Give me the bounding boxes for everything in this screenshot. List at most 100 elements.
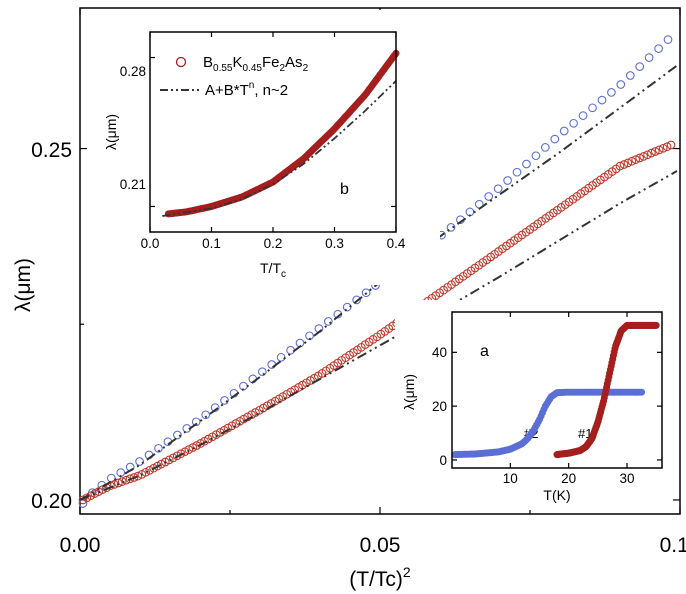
inset-a-y-axis-label: λ(μm) xyxy=(401,374,417,410)
main-y-axis-label: λ(μm) xyxy=(12,258,35,312)
inset-a-annotation: a xyxy=(480,343,489,360)
inset-a-y-tick-2: 40 xyxy=(432,345,447,360)
main-series-1-point-146 xyxy=(650,147,660,156)
inset-b-plot: 0.0 0.1 0.2 0.3 0.4 0.21 0.28 T/Tc λ(μm)… xyxy=(100,10,440,285)
inset-b-x-tick-0: 0.0 xyxy=(141,236,160,251)
inset-a-x-tick-1: 20 xyxy=(561,471,576,486)
main-series-1-point-10 xyxy=(117,477,127,486)
main-series-0-point-49 xyxy=(540,143,550,152)
main-series-0-point-47 xyxy=(522,159,531,169)
main-series-1-point-138 xyxy=(619,160,629,169)
main-series-0-point-48 xyxy=(531,151,541,161)
main-x-tick-2: 0.10 xyxy=(660,534,686,557)
inset-b-x-axis-label-sub: c xyxy=(281,269,286,280)
legend-label-sample-sub-4: 2 xyxy=(303,63,309,74)
main-series-0-point-52 xyxy=(569,118,578,128)
main-series-0-point-58 xyxy=(625,71,635,80)
inset-a-y-tick-1: 20 xyxy=(432,399,447,414)
main-series-0-point-14 xyxy=(210,403,220,412)
main-series-0-point-57 xyxy=(616,80,626,89)
main-series-1-point-141 xyxy=(631,155,641,164)
main-series-1-point-139 xyxy=(623,158,633,168)
main-x-axis-label-text: (T/Tc) xyxy=(349,568,403,591)
main-x-tick-1: 0.05 xyxy=(360,534,401,557)
inset-a-series-0-point-130 xyxy=(638,388,646,396)
main-series-0-point-8 xyxy=(154,443,163,453)
main-series-1-point-147 xyxy=(654,145,664,155)
legend-label-sample-sub-1: 0.55 xyxy=(213,63,233,74)
main-series-1-point-149 xyxy=(662,142,672,152)
main-series-0-point-51 xyxy=(559,126,569,136)
main-y-tick-0: 0.20 xyxy=(31,490,72,513)
main-x-tick-0: 0.00 xyxy=(60,534,101,557)
legend-label-sample-sub-3: 2 xyxy=(279,63,285,74)
inset-a-x-axis-label: T(K) xyxy=(543,487,570,503)
main-series-0-point-21 xyxy=(276,352,286,362)
inset-b-legend: B0.55K0.45Fe2As2 A+B*Tn, n~2 xyxy=(160,54,309,99)
main-series-1-point-142 xyxy=(635,153,644,163)
main-series-0-point-6 xyxy=(135,457,144,466)
main-series-1-point-137 xyxy=(615,161,625,171)
main-series-1-point-144 xyxy=(643,150,652,160)
legend-marker-circle xyxy=(175,56,187,68)
main-series-1-point-148 xyxy=(658,143,668,153)
legend-label-fit-rest: , n~2 xyxy=(254,82,288,99)
main-series-0-point-43 xyxy=(484,192,494,201)
legend-label-fit-sup: n xyxy=(249,80,255,91)
main-series-1-point-150 xyxy=(666,140,676,150)
legend-label-sample-base-1: B xyxy=(203,54,213,71)
inset-b-x-tick-4: 0.4 xyxy=(387,236,406,251)
legend-label-fit: A+B*Tn, n~2 xyxy=(205,80,288,99)
inset-a-x-tick-0: 10 xyxy=(503,471,518,486)
legend-label-sample-base-4: As xyxy=(285,54,303,71)
main-series-0-point-54 xyxy=(588,103,597,113)
legend-label-sample-base-2: K xyxy=(232,54,242,71)
inset-b-series-layer xyxy=(162,49,400,218)
main-y-tick-1: 0.25 xyxy=(31,139,72,162)
main-series-0-point-13 xyxy=(201,410,211,420)
legend-label-sample-base-3: Fe xyxy=(262,54,280,71)
main-x-axis-label: (T/Tc)2 xyxy=(349,564,411,591)
main-series-0-point-61 xyxy=(654,44,663,53)
main-series-0-point-53 xyxy=(578,111,588,120)
main-series-0-point-55 xyxy=(597,95,607,105)
inset-a-x-tick-2: 30 xyxy=(619,471,634,486)
inset-a-y-tick-0: 0 xyxy=(439,453,447,468)
main-series-1-point-9 xyxy=(113,478,123,488)
legend-label-fit-base: A+B*T xyxy=(205,82,249,99)
legend-label-sample-sub-2: 0.45 xyxy=(243,63,263,74)
main-series-0-point-39 xyxy=(446,223,456,232)
main-series-1-point-14 xyxy=(133,471,143,481)
inset-a-series-layer xyxy=(451,321,660,459)
main-series-1-point-13 xyxy=(129,473,139,482)
main-series-0-point-26 xyxy=(323,317,333,326)
main-series-0-point-12 xyxy=(191,417,201,427)
inset-a-background xyxy=(395,300,675,496)
inset-b-x-tick-3: 0.3 xyxy=(325,236,344,251)
inset-b-annotation: b xyxy=(340,181,349,198)
main-x-axis-label-sup: 2 xyxy=(403,564,411,580)
main-series-0-point-50 xyxy=(550,134,560,144)
main-series-0-point-44 xyxy=(493,184,503,194)
inset-b-x-tick-2: 0.2 xyxy=(264,236,283,251)
main-series-0-point-30 xyxy=(361,288,371,298)
inset-a-plot: 10 20 30 0 20 40 T(K) λ(μm) a #2 #1 xyxy=(395,300,675,503)
inset-b-background xyxy=(100,10,440,285)
main-series-1-point-143 xyxy=(639,152,648,161)
inset-b-frame xyxy=(149,31,397,233)
main-series-0-point-60 xyxy=(644,53,654,62)
inset-b-x-axis-label-text: T/T xyxy=(260,260,281,276)
main-series-0-point-22 xyxy=(286,345,295,355)
main-series-0-point-46 xyxy=(512,167,522,177)
inset-a-frame xyxy=(451,311,663,469)
main-series-0-point-45 xyxy=(503,176,512,185)
main-fit-line-3 xyxy=(79,170,678,501)
legend-label-sample: B0.55K0.45Fe2As2 xyxy=(203,54,309,74)
inset-b-x-tick-1: 0.1 xyxy=(202,236,221,251)
main-series-0-point-29 xyxy=(352,295,361,305)
main-series-0-point-62 xyxy=(663,35,673,44)
main-series-0-point-15 xyxy=(220,396,229,405)
main-series-0-point-10 xyxy=(173,430,182,440)
inset-b-y-tick-0: 0.21 xyxy=(120,177,146,192)
inset-b-y-axis-label: λ(μm) xyxy=(103,114,119,150)
